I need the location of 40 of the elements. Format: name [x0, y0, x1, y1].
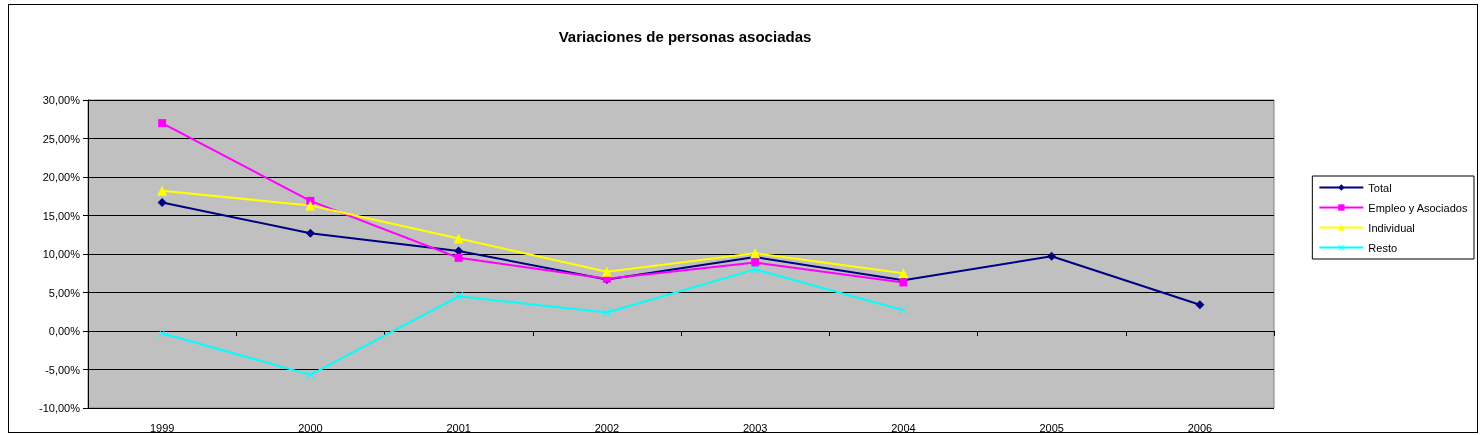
point [454, 253, 463, 262]
legend-label: Total [1368, 181, 1392, 194]
point [157, 197, 167, 207]
point [602, 308, 612, 318]
x-tick-label: 2006 [1187, 421, 1213, 434]
point [305, 200, 316, 211]
y-tick-label: 10,00% [42, 248, 81, 260]
point [454, 291, 464, 301]
y-tick-label: -10,00% [39, 402, 81, 414]
legend-label: Resto [1368, 241, 1398, 254]
x-tick-label: 2002 [594, 421, 620, 434]
x-tick-label: 2001 [446, 421, 471, 434]
point [157, 185, 168, 196]
x-tick-label: 1999 [149, 421, 175, 434]
point [750, 248, 761, 259]
point [305, 370, 315, 380]
point [751, 258, 760, 267]
y-tick-label: 15,00% [42, 209, 81, 222]
y-tick-label: 5,00% [48, 286, 81, 299]
point [158, 119, 167, 128]
point [898, 268, 909, 279]
point [1195, 300, 1205, 310]
legend-label: Empleo y Asociados [1368, 201, 1468, 214]
point [1047, 251, 1057, 261]
point [601, 266, 612, 277]
y-tick-label: 25,00% [42, 132, 81, 145]
x-tick-label: 2003 [742, 421, 768, 434]
legend-label: Individual [1368, 221, 1415, 234]
point [305, 228, 315, 238]
point [453, 233, 464, 244]
x-tick-label: 2004 [891, 421, 916, 434]
chart-title: Variaciones de personas asociadas [558, 28, 812, 45]
point [898, 305, 908, 315]
x-tick-label: 2005 [1039, 421, 1064, 434]
y-tick-label: -5,00% [45, 363, 81, 376]
point [750, 264, 760, 274]
x-tick-label: 2000 [298, 421, 323, 434]
y-tick-label: 0,00% [48, 325, 81, 337]
y-tick-label: 20,00% [42, 171, 81, 183]
y-tick-label: 30,00% [42, 94, 81, 106]
